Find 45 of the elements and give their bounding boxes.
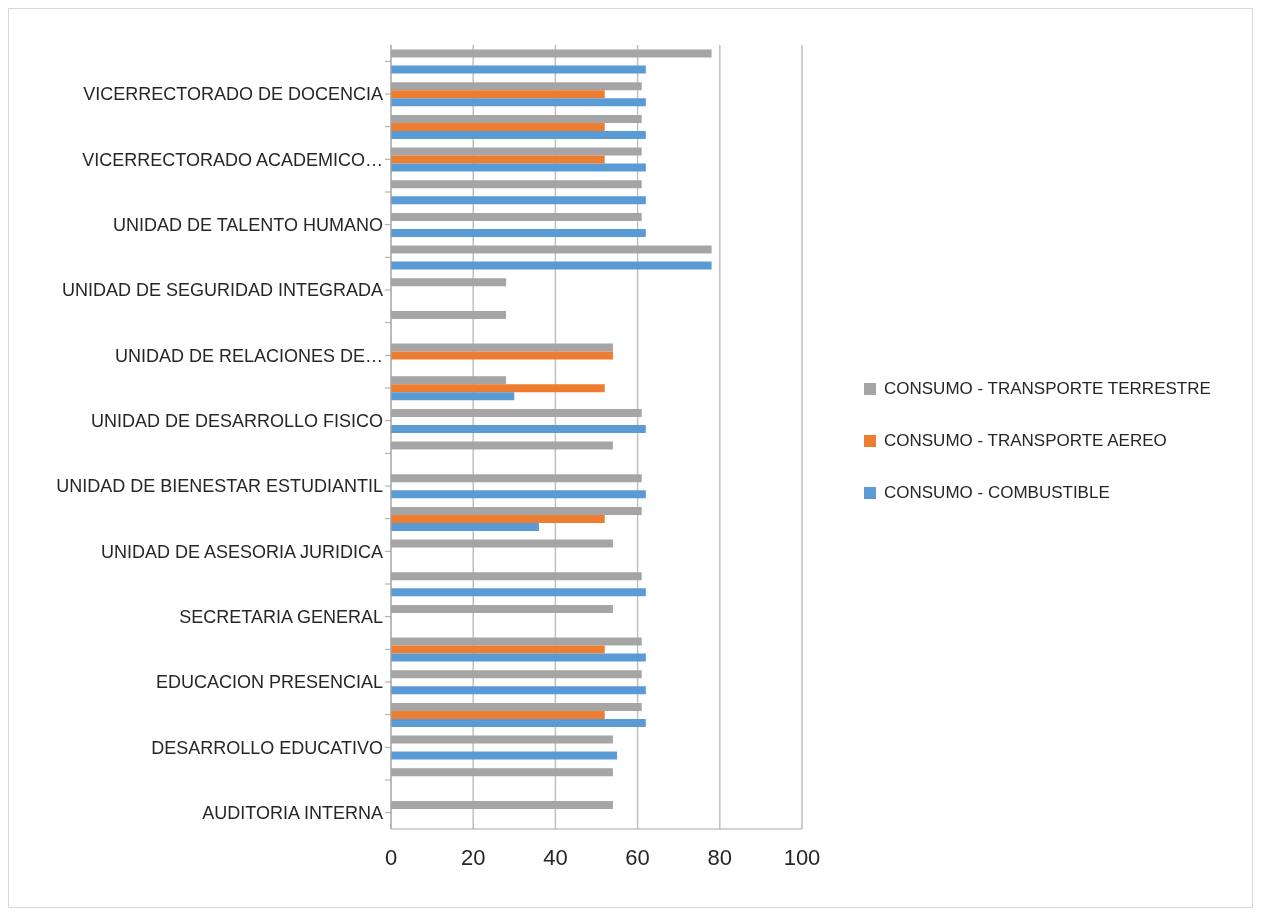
bar xyxy=(391,351,613,360)
bar xyxy=(391,90,605,99)
bar xyxy=(391,718,646,727)
bar xyxy=(391,65,646,74)
legend-label: CONSUMO - TRANSPORTE AEREO xyxy=(884,431,1167,451)
bar xyxy=(391,751,618,760)
x-tick-label: 60 xyxy=(625,844,650,870)
y-tick-label: UNIDAD DE BIENESTAR ESTUDIANTIL xyxy=(56,476,383,497)
bar xyxy=(391,588,646,597)
y-tick-label: UNIDAD DE TALENTO HUMANO xyxy=(112,215,383,236)
bar xyxy=(391,122,605,131)
bar xyxy=(391,710,605,719)
y-tick-label: AUDITORIA INTERNA xyxy=(202,803,383,824)
bar xyxy=(391,228,646,237)
bar xyxy=(391,384,605,393)
bar xyxy=(391,196,646,205)
x-tick-label: 100 xyxy=(783,844,821,870)
bar xyxy=(391,514,605,523)
x-tick-label: 20 xyxy=(460,844,486,870)
bar xyxy=(391,522,539,531)
y-tick-label: EDUCACION PRESENCIAL xyxy=(155,672,383,693)
bar xyxy=(391,163,646,172)
y-tick-label: UNIDAD DE RELACIONES DE… xyxy=(114,345,383,366)
x-tick-label: 80 xyxy=(707,844,733,870)
y-tick-label: UNIDAD DE SEGURIDAD INTEGRADA xyxy=(61,280,383,301)
bar xyxy=(391,653,646,662)
bar xyxy=(391,645,605,654)
bar xyxy=(391,155,605,164)
bar xyxy=(391,98,646,107)
y-tick-label: VICERRECTORADO ACADEMICO… xyxy=(82,149,383,170)
bar xyxy=(391,130,646,139)
x-tick-label: 0 xyxy=(384,844,398,870)
legend-label: CONSUMO - COMBUSTIBLE xyxy=(884,483,1110,503)
bar xyxy=(391,261,712,270)
bar xyxy=(391,686,646,695)
bar xyxy=(391,424,646,433)
y-tick-label: SECRETARIA GENERAL xyxy=(179,607,383,628)
x-tick-label: 40 xyxy=(543,844,568,870)
y-tick-label: VICERRECTORADO DE DOCENCIA xyxy=(83,84,383,105)
y-tick-label: UNIDAD DE ASESORIA JURIDICA xyxy=(100,541,383,562)
y-tick-label: UNIDAD DE DESARROLLO FISICO xyxy=(90,411,383,432)
bar xyxy=(391,392,515,401)
legend-label: CONSUMO - TRANSPORTE TERRESTRE xyxy=(884,379,1211,399)
y-tick-label: DESARROLLO EDUCATIVO xyxy=(151,737,383,758)
bar xyxy=(391,490,646,499)
